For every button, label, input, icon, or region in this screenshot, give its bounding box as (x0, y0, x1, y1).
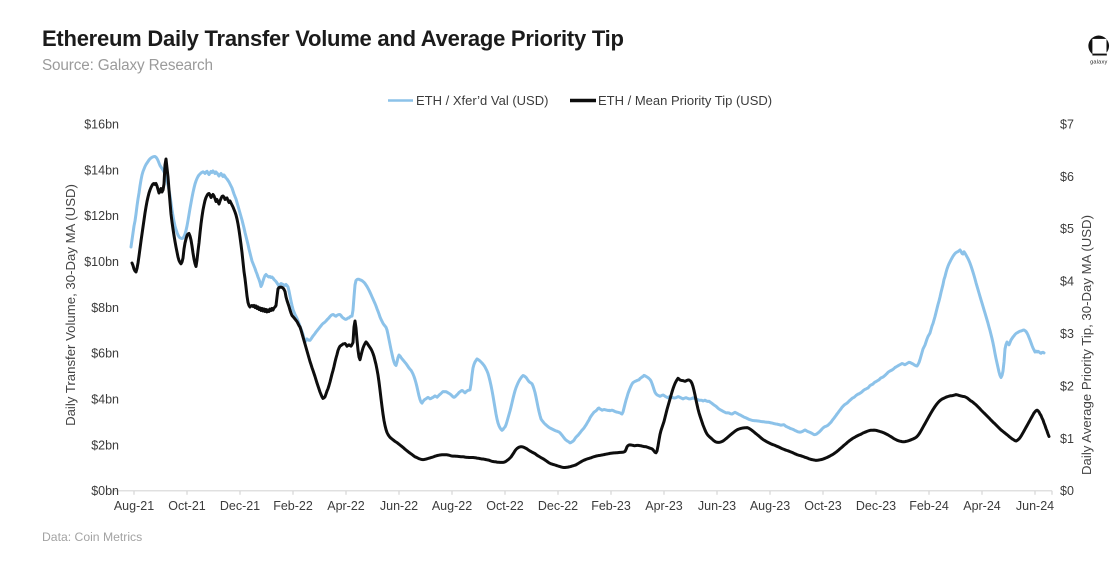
svg-text:$6: $6 (1060, 170, 1074, 184)
svg-text:Oct-23: Oct-23 (804, 499, 842, 513)
svg-text:Apr-22: Apr-22 (327, 499, 365, 513)
svg-text:$4: $4 (1060, 275, 1074, 289)
svg-text:$7: $7 (1060, 117, 1074, 131)
svg-text:$0: $0 (1060, 484, 1074, 498)
svg-text:$14bn: $14bn (84, 163, 119, 177)
svg-text:ETH / Mean Priority Tip (USD): ETH / Mean Priority Tip (USD) (598, 93, 772, 108)
svg-text:$2: $2 (1060, 379, 1074, 393)
svg-text:$16bn: $16bn (84, 117, 119, 131)
svg-text:$4bn: $4bn (91, 393, 119, 407)
svg-text:Dec-21: Dec-21 (220, 499, 260, 513)
svg-text:$0bn: $0bn (91, 484, 119, 498)
svg-text:Aug-23: Aug-23 (750, 499, 790, 513)
svg-text:$3: $3 (1060, 327, 1074, 341)
svg-text:Dec-22: Dec-22 (538, 499, 578, 513)
svg-text:$2bn: $2bn (91, 438, 119, 452)
svg-text:Daily Average Priority Tip, 30: Daily Average Priority Tip, 30-Day MA (U… (1079, 215, 1094, 475)
svg-text:$8bn: $8bn (91, 301, 119, 315)
svg-text:Feb-23: Feb-23 (591, 499, 631, 513)
svg-text:Oct-21: Oct-21 (168, 499, 206, 513)
svg-text:$5: $5 (1060, 222, 1074, 236)
svg-text:Jun-24: Jun-24 (1016, 499, 1054, 513)
svg-text:Apr-24: Apr-24 (963, 499, 1001, 513)
svg-text:Data: Coin Metrics: Data: Coin Metrics (42, 530, 142, 544)
svg-text:ETH / Xfer’d Val (USD): ETH / Xfer’d Val (USD) (416, 93, 548, 108)
svg-text:Jun-23: Jun-23 (698, 499, 736, 513)
svg-text:Oct-22: Oct-22 (486, 499, 524, 513)
svg-text:galaxy: galaxy (1090, 60, 1107, 66)
svg-text:$1: $1 (1060, 432, 1074, 446)
svg-text:Apr-23: Apr-23 (645, 499, 683, 513)
svg-text:Feb-22: Feb-22 (273, 499, 313, 513)
svg-text:Ethereum Daily Transfer Volume: Ethereum Daily Transfer Volume and Avera… (42, 26, 624, 51)
svg-text:Dec-23: Dec-23 (856, 499, 896, 513)
svg-text:Aug-22: Aug-22 (432, 499, 472, 513)
svg-text:$6bn: $6bn (91, 347, 119, 361)
svg-text:Feb-24: Feb-24 (909, 499, 949, 513)
svg-text:Jun-22: Jun-22 (380, 499, 418, 513)
svg-text:Source: Galaxy Research: Source: Galaxy Research (42, 57, 213, 74)
svg-text:Aug-21: Aug-21 (114, 499, 154, 513)
svg-text:Daily Transfer Volume, 30-Day: Daily Transfer Volume, 30-Day MA (USD) (63, 184, 78, 426)
svg-text:$12bn: $12bn (84, 209, 119, 223)
svg-text:$10bn: $10bn (84, 255, 119, 269)
